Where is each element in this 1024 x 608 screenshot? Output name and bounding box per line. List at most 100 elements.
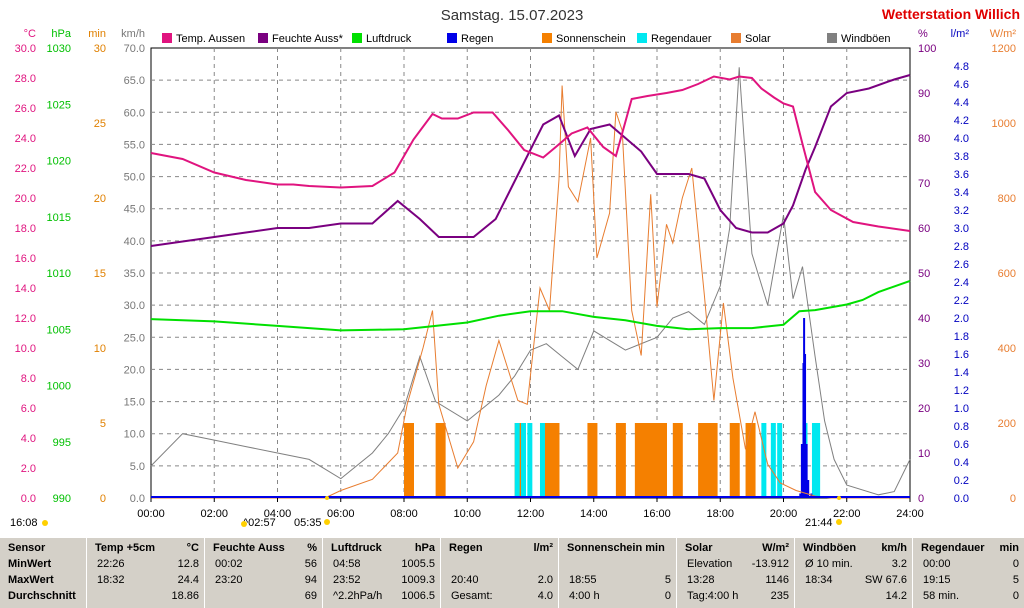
sun-dot (241, 521, 247, 527)
cell-value: 12.8 (177, 558, 199, 570)
cell-value: 0 (1012, 590, 1019, 602)
x-tick-label: 20:00 (770, 508, 798, 520)
legend-swatch (258, 33, 268, 43)
axis-tick-min: 25 (94, 118, 106, 130)
column-title: Regen (449, 542, 483, 554)
sunrise-marker (325, 496, 329, 500)
axis-tick-c: 22.0 (15, 163, 36, 175)
axis-tick-lm2: 2.6 (954, 259, 969, 271)
axis-tick-lm2: 3.6 (954, 169, 969, 181)
cell-value: 1146 (765, 574, 789, 586)
axis-unit-c: °C (24, 28, 36, 40)
cell-value: 1005.5 (401, 558, 435, 570)
column-title: Sonnenschein min (567, 542, 665, 554)
rainduration-bar (521, 423, 527, 498)
weather-chart: Samstag. 15.07.2023 Wetterstation Willic… (10, 6, 1020, 529)
axis-tick-kmh: 40.0 (124, 236, 145, 248)
axis-tick-min: 0 (100, 493, 106, 505)
axis-tick-kmh: 45.0 (124, 204, 145, 216)
legend-label: Sonnenschein (556, 33, 626, 45)
axis-tick-min: 20 (94, 193, 106, 205)
axis-tick-wm2: 1200 (992, 43, 1016, 55)
axis-tick-lm2: 0.0 (954, 493, 969, 505)
axis-tick-lm2: 0.8 (954, 421, 969, 433)
axis-tick-kmh: 30.0 (124, 300, 145, 312)
sunshine-bar (745, 423, 756, 498)
cell-time: 18:32 (97, 574, 125, 586)
cell-value: 69 (304, 590, 317, 602)
axis-tick-lm2: 1.0 (954, 403, 969, 415)
sunshine-bar (672, 423, 683, 498)
rainduration-bar (777, 423, 783, 498)
table-column: Windböen km/h Ø 10 min. 3.2 18:34 SW 67.6 14.2 (794, 538, 913, 608)
axis-tick-hpa: 1005 (47, 324, 71, 336)
axis-tick-pct: 50 (918, 268, 930, 280)
axis-tick-kmh: 50.0 (124, 172, 145, 184)
axis-tick-lm2: 3.4 (954, 187, 969, 199)
x-tick-label: 08:00 (390, 508, 418, 520)
station-name: Wetterstation Willich (882, 6, 1020, 22)
cell-time: ^2.2hPa/h (333, 590, 383, 602)
axis-tick-c: 30.0 (15, 43, 36, 55)
rainduration-bar (514, 423, 520, 498)
axis-tick-lm2: 0.6 (954, 439, 969, 451)
axis-tick-c: 0.0 (21, 493, 36, 505)
rain-bar (804, 354, 807, 498)
gust-line (150, 67, 911, 496)
legend: Temp. Aussen Feuchte Auss* Luftdruck Regen S… (162, 33, 891, 45)
sunshine-bar (729, 423, 740, 498)
rain-bar (799, 493, 802, 498)
axis-tick-wm2: 200 (998, 418, 1016, 430)
rainduration-bar (815, 423, 821, 498)
axis-tick-c: 2.0 (21, 463, 36, 475)
column-unit: min (999, 542, 1019, 554)
axis-unit-lm2: l/m² (951, 28, 970, 40)
x-tick-label: 06:00 (327, 508, 355, 520)
axis-tick-c: 4.0 (21, 433, 36, 445)
x-tick-label: 12:00 (517, 508, 545, 520)
cell-value: 1006.5 (401, 590, 435, 602)
cell-time: 4:00 h (569, 590, 600, 602)
axis-tick-lm2: 1.2 (954, 385, 969, 397)
column-title: Luftdruck (331, 542, 382, 554)
legend-swatch (731, 33, 741, 43)
cell-time: 13:28 (687, 574, 715, 586)
axis-tick-kmh: 5.0 (130, 461, 145, 473)
axis-tick-lm2: 4.0 (954, 133, 969, 145)
axis-tick-hpa: 1000 (47, 381, 71, 393)
sunshine-bar (549, 423, 560, 498)
chart-title: Samstag. 15.07.2023 (441, 7, 584, 24)
rainduration-bar (761, 423, 767, 498)
axis-tick-hpa: 995 (53, 437, 71, 449)
cell-time: 23:20 (215, 574, 243, 586)
column-title: Windböen (803, 542, 857, 554)
axis-tick-c: 24.0 (15, 133, 36, 145)
column-title: Feuchte Auss (213, 542, 285, 554)
cell-value: 4.0 (537, 590, 553, 602)
legend-label: Solar (745, 33, 771, 45)
axis-tick-pct: 90 (918, 88, 930, 100)
axis-tick-c: 14.0 (15, 283, 36, 295)
column-unit: °C (186, 542, 199, 554)
rain-bar (805, 444, 808, 498)
cell-time: 18:34 (805, 574, 833, 586)
sunshine-bar (657, 423, 667, 498)
cell-value: 5 (1012, 574, 1019, 586)
axis-unit-pct: % (918, 28, 928, 40)
table-column: Temp +5cm °C 22:26 12.8 18:32 24.4 18.86 (86, 538, 205, 608)
x-tick-label: 10:00 (453, 508, 481, 520)
axis-tick-kmh: 25.0 (124, 332, 145, 344)
axis-tick-min: 30 (94, 43, 106, 55)
axis-tick-hpa: 1010 (47, 268, 71, 280)
sun-dot (836, 519, 842, 525)
grid (151, 48, 910, 498)
axis-tick-kmh: 65.0 (124, 75, 145, 87)
humidity-line (150, 74, 911, 247)
axis-tick-lm2: 4.8 (954, 61, 969, 73)
column-unit: W/m² (762, 542, 789, 554)
cell-time: 18:55 (569, 574, 597, 586)
axis-tick-wm2: 400 (998, 343, 1016, 355)
axis-tick-hpa: 1020 (47, 156, 71, 168)
rain-bar (800, 444, 803, 498)
cell-time: 20:40 (451, 574, 479, 586)
